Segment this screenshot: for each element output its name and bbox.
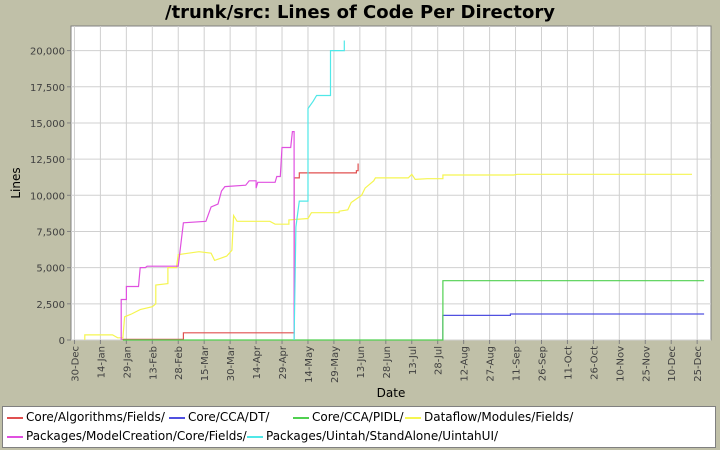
legend-label: Core/CCA/DT/	[188, 410, 270, 424]
x-tick-label: 30-Mar	[226, 345, 237, 381]
y-axis: 0 2,500 5,000 7,500 10,000 12,500 15,000 17,500…	[30, 47, 71, 347]
x-tick-label: 11-Oct	[563, 346, 574, 380]
legend-swatch	[7, 416, 23, 419]
legend-item: Packages/Uintah/StandAlone/UintahUI/	[247, 428, 498, 444]
y-tick-label: 12,500	[30, 155, 65, 166]
series-lines	[84, 40, 705, 341]
legend-swatch	[169, 416, 185, 419]
y-tick-label: 7,500	[36, 227, 65, 238]
x-tick-label: 13-Jun	[356, 346, 367, 379]
legend-label: Core/CCA/PIDL/	[312, 410, 404, 424]
legend-item: Packages/ModelCreation/Core/Fields/	[7, 428, 247, 444]
x-tick-label: 12-Aug	[460, 346, 471, 382]
y-tick-label: 2,500	[36, 300, 65, 311]
legend-item: Core/CCA/DT/	[169, 409, 269, 425]
x-tick-label: 13-Jul	[408, 346, 419, 375]
y-tick-label: 10,000	[30, 191, 65, 202]
legend-label: Packages/Uintah/StandAlone/UintahUI/	[266, 429, 499, 443]
x-tick-label: 29-May	[330, 346, 341, 383]
x-tick-label: 14-Apr	[252, 345, 263, 379]
x-tick-label: 28-Feb	[174, 346, 185, 380]
legend-item: Core/Algorithms/Fields/	[7, 409, 165, 425]
x-axis: 30-Dec 14-Jan 29-Jan 13-Feb 28-Feb 15-Mar 30-M…	[70, 340, 704, 383]
legend-label: Dataflow/Modules/Fields/	[424, 410, 574, 424]
legend-swatch	[405, 416, 421, 419]
legend-swatch	[247, 435, 263, 438]
x-tick-label: 30-Dec	[70, 346, 81, 382]
x-tick-label: 26-Sep	[537, 346, 548, 381]
x-tick-label: 25-Nov	[641, 346, 652, 382]
x-tick-label: 10-Dec	[667, 346, 678, 382]
x-tick-label: 14-May	[304, 346, 315, 383]
legend: Core/Algorithms/Fields/Core/CCA/DT/Core/…	[2, 406, 716, 448]
x-tick-label: 28-Jul	[434, 346, 445, 375]
x-tick-label: 29-Apr	[278, 345, 289, 379]
legend-swatch	[7, 435, 23, 438]
x-tick-label: 27-Aug	[486, 346, 497, 382]
series-line-1	[122, 163, 359, 340]
plot-area	[70, 25, 712, 341]
x-tick-label: 14-Jan	[96, 346, 107, 378]
x-tick-label: 28-Jun	[382, 346, 393, 379]
legend-item: Dataflow/Modules/Fields/	[405, 409, 573, 425]
x-axis-label: Date	[377, 386, 406, 400]
legend-swatch	[293, 416, 309, 419]
legend-label: Packages/ModelCreation/Core/Fields/	[26, 429, 247, 443]
x-tick-label: 15-Mar	[200, 345, 211, 381]
x-tick-label: 25-Dec	[693, 346, 704, 382]
series-line-3	[122, 280, 705, 341]
legend-item: Core/CCA/PIDL/	[293, 409, 404, 425]
series-line-4	[84, 173, 692, 340]
y-tick-label: 17,500	[30, 83, 65, 94]
y-tick-label: 0	[59, 336, 65, 347]
y-tick-label: 15,000	[30, 119, 65, 130]
chart-title: /trunk/src: Lines of Code Per Directory	[165, 2, 555, 23]
series-line-6	[293, 40, 345, 341]
y-tick-label: 20,000	[30, 47, 65, 58]
x-tick-label: 29-Jan	[122, 346, 133, 378]
y-axis-label: Lines	[9, 167, 23, 198]
x-tick-label: 11-Sep	[512, 346, 523, 381]
x-tick-label: 13-Feb	[148, 346, 159, 380]
x-tick-label: 26-Oct	[589, 346, 600, 380]
legend-label: Core/Algorithms/Fields/	[26, 410, 165, 424]
x-tick-label: 10-Nov	[615, 346, 626, 382]
line-chart: 0 2,500 5,000 7,500 10,000 12,500 15,000 17,500…	[9, 25, 712, 400]
series-line-5	[120, 131, 295, 340]
y-tick-label: 5,000	[36, 264, 65, 275]
